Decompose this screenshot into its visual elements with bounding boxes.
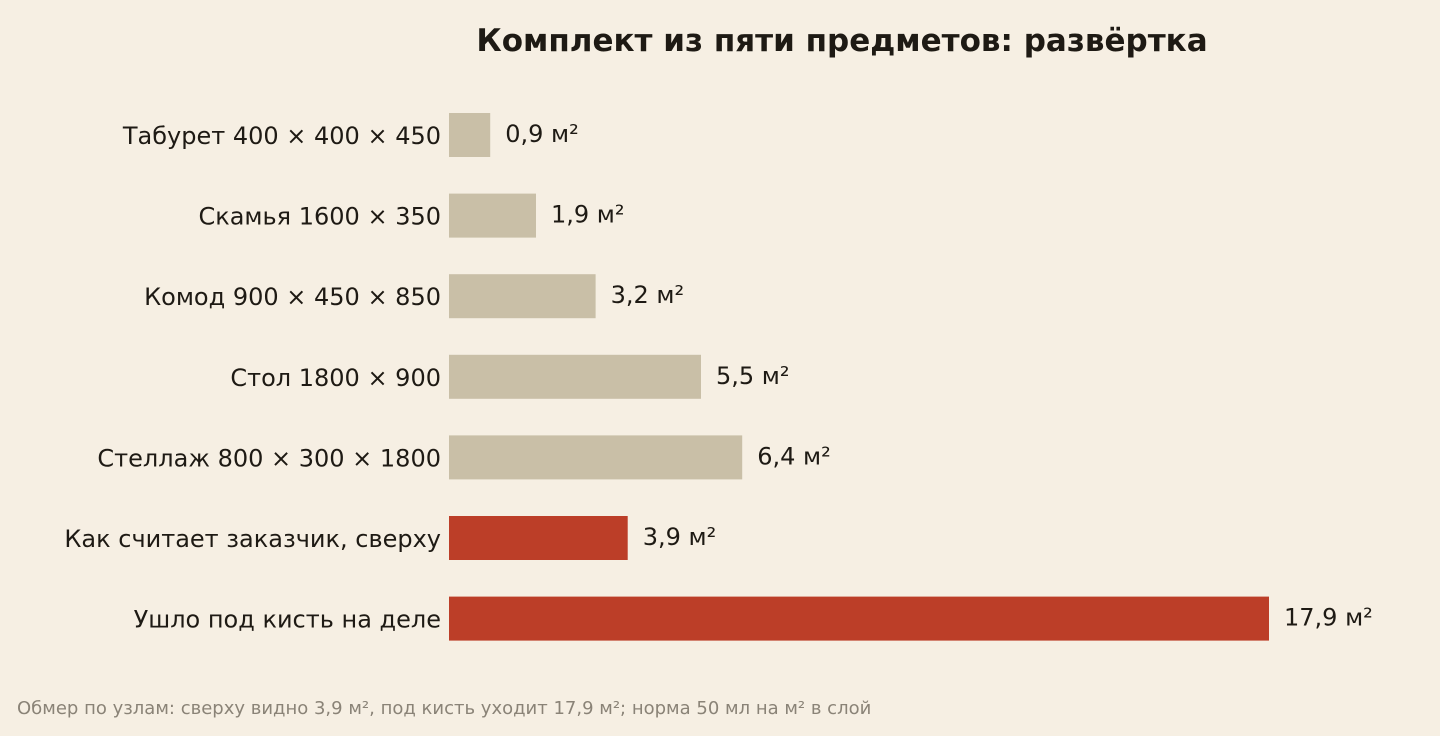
- value-label-4: 6,4 м²: [757, 442, 831, 470]
- bar-6: [449, 596, 1269, 641]
- bar-1: [449, 193, 536, 238]
- category-label-5: Как считает заказчик, сверху: [64, 525, 441, 553]
- value-label-0: 0,9 м²: [505, 120, 579, 148]
- bar-3: [449, 354, 701, 399]
- bar-0: [449, 113, 491, 157]
- bars-group: Табурет 400 × 400 × 450 0,9 м² Скамья 1600…: [64, 113, 1373, 641]
- value-label-5: 3,9 м²: [643, 523, 717, 551]
- value-label-3: 5,5 м²: [716, 362, 790, 390]
- category-label-1: Скамья 1600 × 350: [198, 203, 441, 231]
- category-label-3: Стол 1800 × 900: [230, 364, 441, 392]
- chart-title: Комплект из пяти предметов: развёртка: [476, 23, 1207, 59]
- category-label-2: Комод 900 × 450 × 850: [144, 283, 441, 311]
- bar-4: [449, 435, 743, 480]
- value-label-2: 3,2 м²: [611, 281, 685, 309]
- category-label-0: Табурет 400 × 400 × 450: [122, 122, 441, 150]
- category-label-6: Ушло под кисть на деле: [134, 606, 441, 634]
- chart-footnote: Обмер по узлам: сверху видно 3,9 м², под…: [17, 698, 871, 719]
- category-label-4: Стеллаж 800 × 300 × 1800: [97, 444, 441, 472]
- value-label-1: 1,9 м²: [551, 201, 625, 229]
- bar-5: [449, 516, 628, 560]
- bar-2: [449, 274, 596, 319]
- value-label-6: 17,9 м²: [1284, 604, 1373, 632]
